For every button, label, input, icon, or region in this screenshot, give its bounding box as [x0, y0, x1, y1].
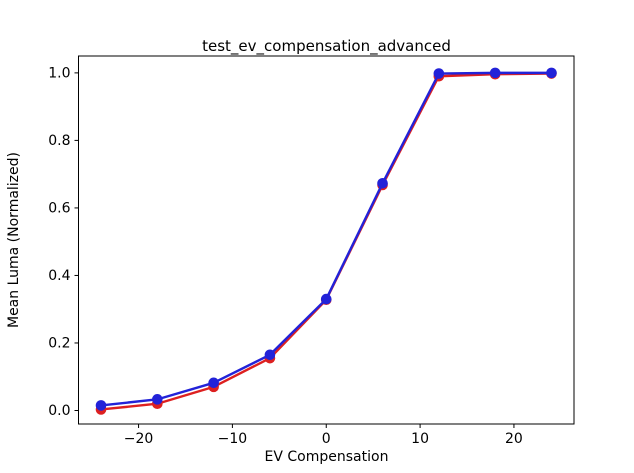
- x-tick-label: 0: [322, 431, 331, 447]
- x-tick-label: −10: [218, 431, 248, 447]
- data-point-marker-blue-series: [320, 293, 332, 305]
- x-tick-label: 20: [505, 431, 523, 447]
- y-tick-label: 0.4: [48, 268, 70, 284]
- data-point-marker-blue-series: [152, 394, 163, 405]
- y-axis-label: Mean Luma (Normalized): [6, 151, 22, 329]
- y-tick-label: 0.6: [48, 200, 70, 216]
- data-point-marker-blue-series: [95, 400, 107, 411]
- x-axis-label: EV Compensation: [264, 449, 389, 465]
- plot-area: [78, 55, 575, 425]
- chart-title: test_ev_compensation_advanced: [202, 37, 451, 55]
- data-point-marker-blue-series: [433, 68, 445, 79]
- x-tick-label: −20: [124, 431, 154, 447]
- data-point-marker-blue-series: [377, 177, 388, 189]
- data-point-marker-blue-series: [489, 67, 501, 79]
- x-tick-label: 10: [411, 431, 429, 447]
- y-tick-label: 0.8: [48, 133, 70, 149]
- y-tick-label: 0.0: [48, 403, 70, 419]
- y-tick-label: 0.2: [48, 335, 70, 351]
- data-point-marker-blue-series: [264, 349, 276, 361]
- series-line-red-series: [99, 72, 553, 411]
- y-tick-label: 1.0: [48, 65, 70, 81]
- data-point-marker-blue-series: [546, 67, 557, 79]
- series-line-blue-series: [99, 71, 553, 407]
- data-point-marker-blue-series: [208, 377, 219, 389]
